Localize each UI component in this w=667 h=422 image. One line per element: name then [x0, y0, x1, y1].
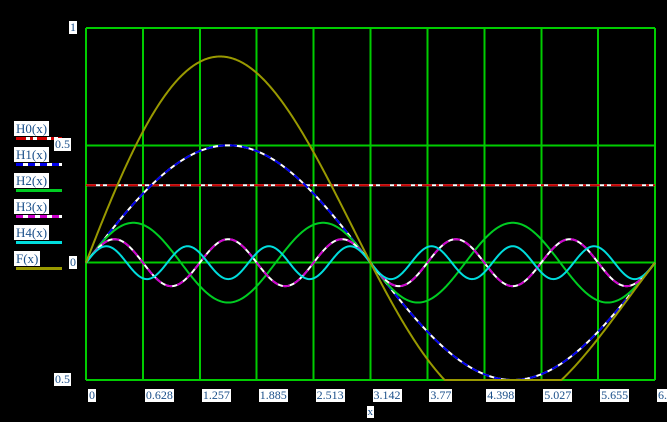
y-tick-label: 0.5 [54, 372, 71, 386]
y-tick-label: 0.5 [54, 137, 71, 152]
legend-entry-fx[interactable]: F(x) [14, 250, 70, 276]
x-tick-label: 2.513 [315, 388, 345, 402]
x-tick-label: 3.77 [429, 388, 453, 402]
x-tick-label: 5.655 [600, 388, 630, 402]
legend-entry-h4x[interactable]: H4(x) [14, 224, 70, 250]
legend-color-swatch [16, 241, 62, 244]
x-axis-title: x [366, 406, 374, 418]
grid-lines [85, 27, 656, 381]
legend-label: F(x) [14, 251, 41, 266]
x-tick-label: 3.142 [372, 388, 402, 402]
curve-F(x) [85, 55, 656, 381]
x-tick-label: 4.398 [486, 388, 516, 402]
legend-entry-h3x[interactable]: H3(x) [14, 198, 70, 224]
x-tick-label: 5.027 [543, 388, 573, 402]
legend-entry-h2x[interactable]: H2(x) [14, 172, 70, 198]
x-tick-label: 0 [88, 388, 96, 402]
x-tick-label: 0.628 [144, 388, 174, 402]
legend-color-swatch [16, 267, 62, 270]
chart-legend: H0(x) H1(x) H2(x) H3(x) H4(x) F(x) [14, 120, 70, 276]
y-tick-label: 1 [69, 20, 77, 34]
x-tick-label: 1.257 [201, 388, 231, 402]
legend-entry-h0x[interactable]: H0(x) [14, 120, 70, 146]
legend-color-swatch [16, 163, 62, 166]
x-tick-label: 1.885 [258, 388, 288, 402]
legend-color-swatch [16, 215, 62, 218]
y-tick-label: 0 [69, 254, 77, 269]
legend-color-swatch [16, 189, 62, 192]
data-curves [85, 55, 656, 382]
legend-label: H3(x) [14, 199, 50, 214]
legend-label: H2(x) [14, 173, 50, 188]
curve-H3(x) [85, 238, 656, 288]
legend-label: H1(x) [14, 147, 50, 162]
x-tick-label: 6.283 [657, 389, 667, 402]
legend-label: H0(x) [14, 121, 50, 136]
legend-label: H4(x) [14, 225, 50, 240]
legend-entry-h1x[interactable]: H1(x) [14, 146, 70, 172]
legend-color-swatch [16, 137, 62, 140]
